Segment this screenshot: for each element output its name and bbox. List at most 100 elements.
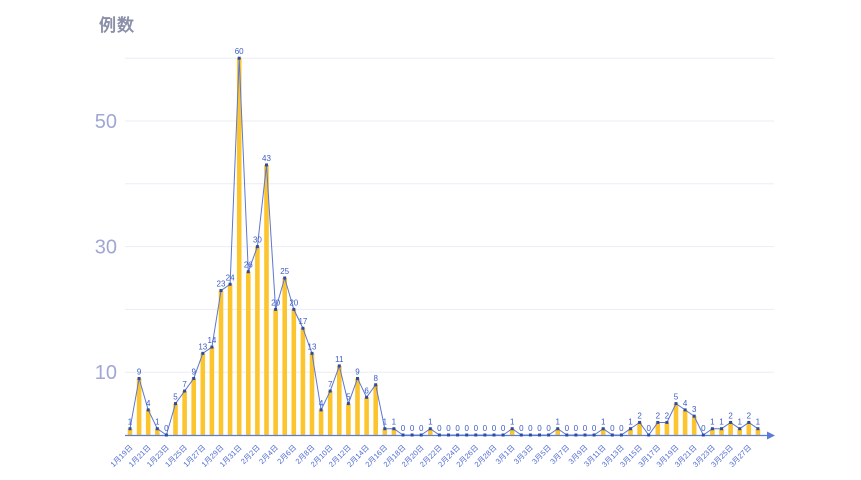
value-label: 0 (164, 424, 169, 433)
value-label: 1 (510, 418, 515, 427)
x-axis-label-3月3日: 3月3日 (512, 443, 535, 466)
bar-2月3日 (264, 164, 269, 435)
bar-1月19日 (127, 428, 133, 435)
value-label: 13 (308, 342, 317, 351)
value-label: 0 (455, 424, 460, 433)
bar-1月27日 (200, 353, 206, 435)
point-marker (710, 427, 714, 431)
value-label: 0 (574, 424, 579, 433)
point-marker (337, 364, 341, 368)
point-marker (356, 376, 359, 380)
value-label: 0 (528, 424, 533, 433)
value-label: 5 (346, 393, 351, 402)
point-marker (519, 433, 523, 437)
value-label: 9 (355, 367, 360, 376)
value-label: 17 (298, 317, 307, 326)
bar-2月12日 (346, 403, 351, 435)
bar-2月9日 (318, 409, 324, 435)
point-marker (592, 433, 596, 437)
y-axis-label-30: 30 (95, 237, 117, 259)
value-label: 0 (619, 424, 624, 433)
point-marker (674, 402, 678, 406)
x-axis-label-2月2日: 2月2日 (239, 443, 262, 466)
point-marker (164, 433, 168, 437)
point-marker (692, 414, 696, 418)
point-marker (255, 245, 259, 249)
bar-2月8日 (309, 353, 315, 435)
value-label: 9 (137, 367, 142, 376)
point-marker (437, 433, 441, 437)
value-label: 3 (692, 405, 697, 414)
value-label: 1 (719, 418, 724, 427)
x-axis-label-3月1日: 3月1日 (494, 443, 517, 466)
bar-2月6日 (291, 309, 297, 435)
value-label: 0 (546, 424, 551, 433)
value-label: 0 (610, 424, 615, 433)
value-label: 43 (262, 154, 271, 163)
value-label: 14 (207, 336, 216, 345)
bar-2月7日 (300, 328, 306, 435)
point-marker (547, 433, 551, 437)
point-marker (756, 427, 760, 431)
point-marker (283, 276, 287, 280)
bar-1月26日 (191, 378, 196, 435)
value-label: 0 (483, 424, 488, 433)
bar-3月17日 (655, 422, 661, 435)
bar-1月30日 (227, 284, 233, 435)
value-label: 1 (737, 418, 742, 427)
bar-3月25日 (728, 422, 733, 435)
point-marker (447, 433, 450, 437)
point-marker (656, 420, 660, 424)
bar-3月26日 (737, 428, 742, 435)
point-marker (174, 402, 177, 406)
value-label: 0 (519, 424, 524, 433)
point-marker (528, 433, 532, 437)
value-label: 0 (464, 424, 469, 433)
point-marker (729, 420, 733, 424)
point-marker (510, 427, 514, 431)
value-label: 0 (410, 424, 415, 433)
value-label: 1 (155, 418, 160, 427)
value-label: 0 (446, 424, 451, 433)
point-marker (146, 408, 150, 412)
point-marker (492, 433, 496, 437)
value-label: 0 (701, 424, 706, 433)
bar-2月21日 (428, 428, 433, 435)
value-label: 2 (665, 411, 670, 420)
point-marker (228, 282, 232, 286)
point-marker (410, 433, 414, 437)
bar-2月13日 (355, 378, 360, 435)
value-label: 0 (565, 424, 570, 433)
bar-1月20日 (136, 378, 142, 435)
x-axis-label-3月5日: 3月5日 (530, 443, 553, 466)
value-label: 0 (501, 424, 506, 433)
point-marker (392, 427, 396, 431)
point-marker (137, 376, 141, 380)
point-marker (319, 408, 323, 412)
bar-1月22日 (155, 428, 160, 435)
bar-3月18日 (664, 422, 670, 435)
point-marker (465, 433, 469, 437)
point-marker (574, 433, 578, 437)
bar-3月15日 (637, 422, 642, 435)
value-label: 20 (271, 298, 280, 307)
bar-2月5日 (282, 278, 287, 435)
bar-1月29日 (218, 290, 224, 435)
value-label: 0 (492, 424, 497, 433)
bar-3月11日 (600, 428, 606, 435)
y-axis-label-10: 10 (95, 362, 117, 384)
point-marker (747, 420, 751, 424)
bar-1月24日 (173, 403, 178, 435)
bar-3月21日 (691, 416, 697, 435)
point-marker (265, 163, 268, 167)
bar-2月4日 (273, 309, 278, 435)
point-marker (274, 307, 278, 311)
value-label: 11 (335, 355, 344, 364)
bar-3月6日 (555, 428, 560, 435)
value-label: 2 (747, 411, 752, 420)
value-label: 6 (364, 386, 369, 395)
bar-3月23日 (710, 428, 715, 435)
value-label: 1 (392, 418, 397, 427)
value-label: 1 (710, 418, 715, 427)
